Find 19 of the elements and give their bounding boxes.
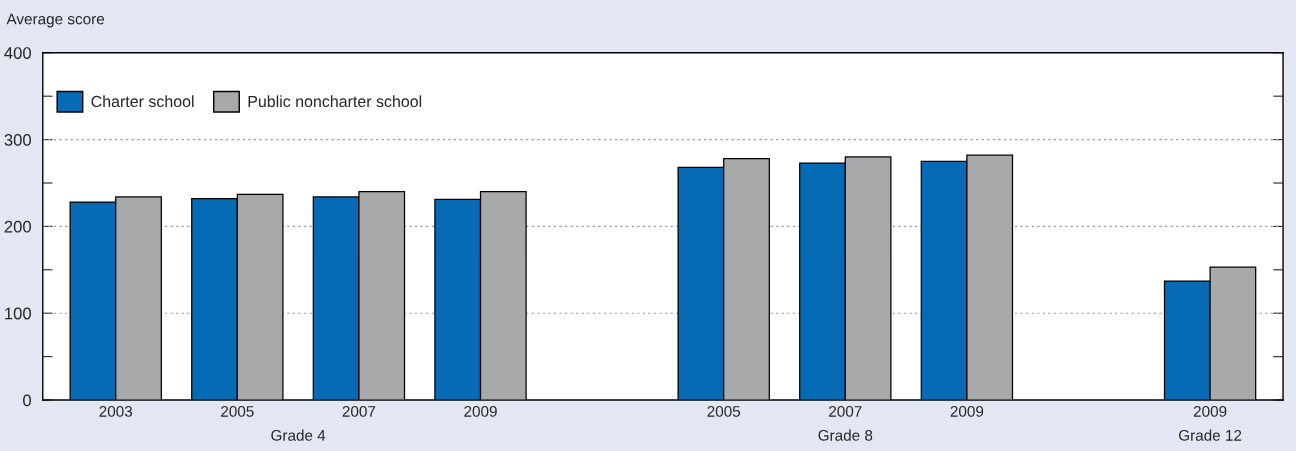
text: Grade 4	[271, 429, 326, 441]
x-tick-label: 2007	[829, 406, 862, 417]
y-tick-label: 300	[4, 133, 32, 146]
x-tick-label: 2009	[950, 406, 984, 417]
x-tick-label: 2009	[1193, 406, 1227, 417]
text: Grade 8	[818, 429, 873, 441]
y-tick-label: 100	[5, 307, 32, 320]
legend-label: Charter school	[91, 95, 194, 108]
x-tick-label: 2005	[707, 406, 741, 417]
y-tick-label: 0	[23, 394, 32, 407]
x-tick-label: 2007	[342, 406, 376, 417]
x-tick-label: 2005	[221, 406, 254, 417]
x-tick-label: 2003	[99, 406, 133, 417]
y-tick-label: 200	[4, 220, 32, 233]
legend-label: Public noncharter school	[248, 95, 422, 108]
y-axis-title: Average score	[6, 13, 105, 28]
text: Grade 12	[1179, 429, 1242, 441]
y-tick-label: 400	[4, 47, 32, 59]
x-tick-label: 2009	[464, 406, 497, 417]
